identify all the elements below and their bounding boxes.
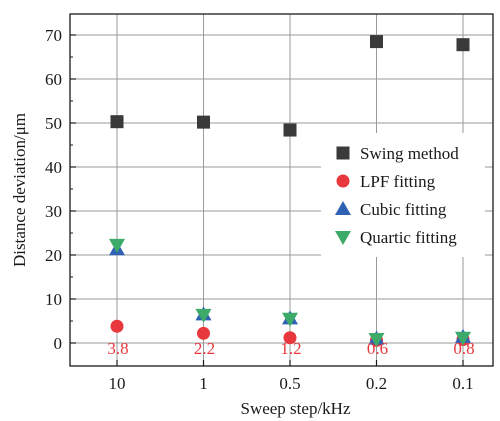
data-point	[195, 308, 212, 323]
y-tick-label: 10	[45, 290, 62, 309]
legend-marker	[336, 146, 350, 160]
y-tick-label: 30	[45, 202, 62, 221]
plot-frame	[69, 13, 494, 367]
legend-marker	[335, 201, 351, 215]
data-label: 1.2	[280, 339, 301, 358]
y-tick-label: 0	[54, 334, 63, 353]
legend-marker	[336, 174, 350, 188]
data-point	[283, 123, 297, 137]
data-label: 3.8	[107, 339, 128, 358]
data-point	[283, 331, 297, 345]
y-tick-label: 20	[45, 246, 62, 265]
series-quartic-fitting	[109, 238, 471, 348]
data-point	[109, 238, 125, 253]
data-point	[368, 333, 385, 348]
x-tick-label: 1	[199, 374, 208, 393]
legend-label: Cubic fitting	[360, 200, 447, 219]
legend-marker	[335, 231, 351, 245]
x-tick-label: 0.1	[452, 374, 473, 393]
x-tick-label: 0.2	[366, 374, 387, 393]
y-tick-label: 60	[45, 70, 62, 89]
y-axis-title: Distance deviation/μm	[10, 113, 29, 267]
legend-label: LPF fitting	[360, 172, 436, 191]
data-label: 0.8	[453, 339, 474, 358]
data-point	[110, 115, 124, 129]
legend-label: Quartic fitting	[360, 228, 457, 247]
x-tick-label: 0.5	[279, 374, 300, 393]
data-point	[197, 326, 210, 340]
data-point	[370, 35, 383, 49]
data-point	[455, 331, 471, 346]
series-swing-method	[110, 35, 470, 137]
data-labels: 3.8 2.2 1.2 0.6 0.8	[107, 339, 474, 358]
data-point	[456, 38, 470, 52]
data-label: 0.6	[367, 339, 388, 358]
x-axis-title: Sweep step/kHz	[240, 399, 350, 418]
x-axis: 10 1 0.5 0.2 0.1	[109, 360, 474, 393]
y-axis: 0 10 20 30 40 50 60 70	[45, 26, 76, 353]
data-point	[282, 312, 298, 327]
data-point	[110, 319, 124, 333]
data-label: 2.2	[194, 339, 215, 358]
x-tick-label: 10	[109, 374, 126, 393]
y-tick-label: 50	[45, 114, 62, 133]
y-tick-label: 70	[45, 26, 62, 45]
legend: Swing method LPF fitting Cubic fitting Quar…	[321, 133, 485, 257]
data-point	[197, 115, 210, 129]
legend-label: Swing method	[360, 144, 459, 163]
y-tick-label: 40	[45, 158, 62, 177]
